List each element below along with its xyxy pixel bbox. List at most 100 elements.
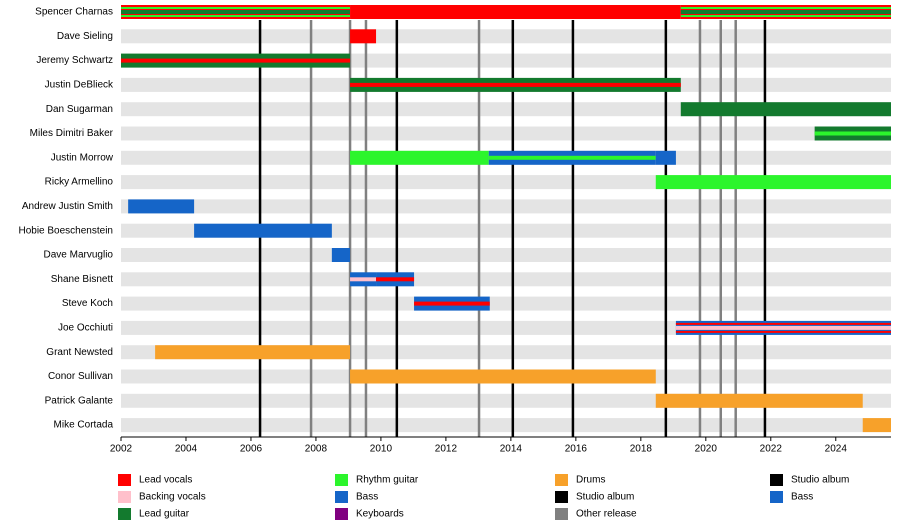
legend-swatch bbox=[555, 491, 568, 503]
legend-swatch bbox=[118, 491, 131, 503]
x-tick-label: 2004 bbox=[175, 444, 198, 455]
member-bar bbox=[414, 296, 490, 311]
member-name: Patrick Galante bbox=[45, 395, 114, 406]
role-stripe bbox=[655, 393, 863, 408]
member-name: Hobie Boeschenstein bbox=[18, 225, 113, 236]
legend-label: Backing vocals bbox=[139, 492, 206, 503]
member-name: Miles Dimitri Baker bbox=[30, 128, 114, 139]
member-bar bbox=[121, 5, 351, 19]
legend-label: Studio album bbox=[576, 492, 634, 503]
member-bar bbox=[350, 5, 681, 19]
member-bar bbox=[675, 320, 891, 335]
role-stripe bbox=[128, 199, 195, 214]
legend-label: Lead vocals bbox=[139, 475, 192, 486]
role-stripe bbox=[350, 82, 681, 87]
member-bar bbox=[655, 150, 676, 165]
x-tick-label: 2010 bbox=[370, 444, 393, 455]
member-name: Ricky Armellino bbox=[45, 177, 114, 188]
role-stripe bbox=[350, 150, 489, 165]
legend-label: Drums bbox=[576, 475, 605, 486]
member-name: Jeremy Schwartz bbox=[36, 55, 113, 66]
role-stripe bbox=[121, 58, 351, 63]
member-bar bbox=[194, 223, 332, 238]
legend-swatch bbox=[335, 508, 348, 520]
x-tick-label: 2014 bbox=[500, 444, 523, 455]
role-stripe bbox=[194, 223, 332, 238]
role-stripe bbox=[121, 7, 351, 9]
role-stripe bbox=[488, 155, 656, 160]
member-bar bbox=[121, 53, 351, 68]
member-bar bbox=[488, 150, 656, 165]
role-stripe bbox=[331, 248, 351, 262]
x-tick-label: 2012 bbox=[435, 444, 458, 455]
role-stripe bbox=[680, 15, 891, 17]
member-bar bbox=[350, 29, 377, 44]
member-name: Dave Sieling bbox=[57, 31, 113, 42]
legend-swatch bbox=[335, 491, 348, 503]
member-name: Dave Marvuglio bbox=[44, 250, 114, 261]
row-band bbox=[121, 272, 891, 287]
member-name: Conor Sullivan bbox=[48, 371, 113, 382]
legend-swatch bbox=[770, 474, 783, 486]
legend-label: Studio album bbox=[791, 475, 849, 486]
role-stripe bbox=[414, 301, 490, 306]
member-name: Justin Morrow bbox=[51, 152, 114, 163]
member-name: Mike Cortada bbox=[54, 420, 114, 431]
x-tick-label: 2024 bbox=[825, 444, 848, 455]
legend-label: Rhythm guitar bbox=[356, 475, 419, 486]
member-bar bbox=[655, 393, 863, 408]
legend-label: Lead guitar bbox=[139, 509, 190, 520]
row-band bbox=[121, 296, 891, 311]
role-stripe bbox=[350, 369, 656, 384]
role-stripe bbox=[350, 5, 681, 19]
x-tick-label: 2006 bbox=[240, 444, 263, 455]
member-name: Justin DeBlieck bbox=[45, 80, 114, 91]
role-stripe bbox=[350, 277, 377, 282]
role-stripe bbox=[121, 10, 351, 14]
member-bar bbox=[350, 272, 377, 287]
x-tick-label: 2020 bbox=[695, 444, 718, 455]
member-bar bbox=[680, 5, 891, 19]
member-bar bbox=[128, 199, 195, 214]
legend-swatch bbox=[555, 474, 568, 486]
role-stripe bbox=[814, 131, 891, 136]
legend-label: Bass bbox=[791, 492, 813, 503]
legend-swatch bbox=[770, 491, 783, 503]
x-tick-label: 2008 bbox=[305, 444, 328, 455]
legend-swatch bbox=[555, 508, 568, 520]
role-stripe bbox=[862, 418, 891, 433]
legend-label: Other release bbox=[576, 509, 637, 520]
role-stripe bbox=[675, 325, 891, 330]
role-stripe bbox=[350, 29, 377, 44]
legend-label: Keyboards bbox=[356, 509, 404, 520]
legend-label: Bass bbox=[356, 492, 378, 503]
role-stripe bbox=[680, 102, 891, 117]
member-bar bbox=[350, 77, 681, 92]
role-stripe bbox=[655, 150, 676, 165]
role-stripe bbox=[675, 322, 891, 325]
member-name: Grant Newsted bbox=[46, 347, 113, 358]
row-band bbox=[121, 248, 891, 262]
x-tick-label: 2018 bbox=[630, 444, 653, 455]
x-tick-label: 2002 bbox=[110, 444, 133, 455]
member-bar bbox=[331, 248, 351, 262]
role-stripe bbox=[680, 7, 891, 9]
member-bar bbox=[350, 369, 656, 384]
role-stripe bbox=[376, 277, 415, 282]
member-bar bbox=[376, 272, 415, 287]
row-band bbox=[121, 418, 891, 433]
member-name: Spencer Charnas bbox=[35, 7, 113, 18]
x-tick-label: 2022 bbox=[760, 444, 783, 455]
member-bar bbox=[680, 102, 891, 117]
legend-swatch bbox=[335, 474, 348, 486]
row-band bbox=[121, 199, 891, 214]
member-name: Steve Koch bbox=[62, 298, 113, 309]
member-name: Shane Bisnett bbox=[51, 274, 113, 285]
role-stripe bbox=[121, 15, 351, 17]
role-stripe bbox=[155, 345, 351, 360]
x-tick-label: 2016 bbox=[565, 444, 588, 455]
role-stripe bbox=[680, 10, 891, 14]
member-name: Dan Sugarman bbox=[46, 104, 113, 115]
member-bar bbox=[814, 126, 891, 141]
